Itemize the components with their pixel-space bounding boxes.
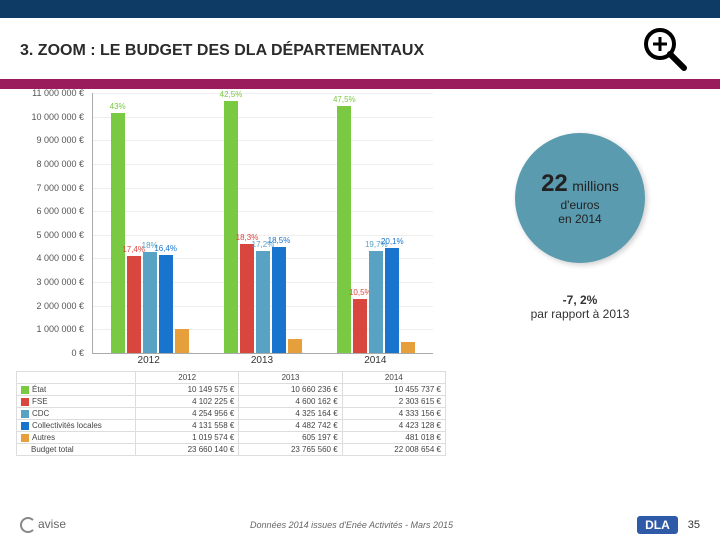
- y-tick-label: 0 €: [71, 348, 84, 358]
- bar: [401, 342, 415, 353]
- top-bar: [0, 0, 720, 18]
- bubble-line2: d'euros: [561, 198, 600, 212]
- bar: [159, 255, 173, 353]
- footer: avise Données 2014 issues d'Enée Activit…: [0, 516, 720, 534]
- grid-line: [93, 93, 433, 94]
- y-tick-label: 8 000 000 €: [36, 159, 84, 169]
- delta-note: -7, 2% par rapport à 2013: [531, 293, 630, 321]
- bar: [240, 244, 254, 353]
- y-tick-label: 5 000 000 €: [36, 230, 84, 240]
- bar: [111, 113, 125, 353]
- bar: [175, 329, 189, 353]
- y-tick-label: 6 000 000 €: [36, 206, 84, 216]
- dla-logo: DLA: [637, 516, 678, 534]
- delta-text: par rapport à 2013: [531, 307, 630, 321]
- bar: [272, 247, 286, 353]
- page-title: 3. ZOOM : LE BUDGET DES DLA DÉPARTEMENTA…: [20, 42, 424, 60]
- bar: [256, 251, 270, 353]
- chart-zone: 0 € 1 000 000 € 2 000 000 € 3 000 000 € 4 00…: [16, 93, 456, 493]
- grid-line: [93, 117, 433, 118]
- source-text: Données 2014 issues d'Enée Activités - M…: [66, 520, 637, 530]
- y-axis-labels: 0 €1 000 000 €2 000 000 €3 000 000 €4 00…: [16, 93, 88, 353]
- bubble-line3: en 2014: [558, 212, 601, 226]
- bar-value-label: 43%: [110, 102, 126, 111]
- y-tick-label: 3 000 000 €: [36, 277, 84, 287]
- highlight-bubble: 22 millions d'euros en 2014: [515, 133, 645, 263]
- bar: [224, 101, 238, 353]
- y-tick-label: 4 000 000 €: [36, 253, 84, 263]
- bar-value-label: 20,1%: [381, 237, 404, 246]
- x-category-label: 2013: [205, 355, 318, 366]
- bar: [385, 248, 399, 353]
- y-tick-label: 9 000 000 €: [36, 135, 84, 145]
- title-row: 3. ZOOM : LE BUDGET DES DLA DÉPARTEMENTA…: [0, 18, 720, 79]
- grid-line: [93, 188, 433, 189]
- y-tick-label: 11 000 000 €: [32, 88, 84, 98]
- data-table-zone: 201220132014État10 149 575 €10 660 236 €…: [16, 371, 446, 456]
- y-tick-label: 7 000 000 €: [36, 183, 84, 193]
- bar-value-label: 10,5%: [349, 288, 372, 297]
- grid-line: [93, 164, 433, 165]
- bar: [337, 106, 351, 353]
- bar: [288, 339, 302, 353]
- content-area: 0 € 1 000 000 € 2 000 000 € 3 000 000 € 4 00…: [0, 89, 720, 493]
- y-tick-label: 10 000 000 €: [31, 112, 84, 122]
- bar-value-label: 16,4%: [154, 244, 177, 253]
- delta-value: -7, 2%: [563, 293, 598, 307]
- grid-line: [93, 211, 433, 212]
- bar-value-label: 47,5%: [333, 95, 356, 104]
- bar: [369, 251, 383, 353]
- bar: [127, 256, 141, 353]
- bubble-unit: millions: [572, 178, 619, 194]
- page-number: 35: [688, 519, 700, 531]
- x-category-label: 2012: [92, 355, 205, 366]
- accent-bar: [0, 79, 720, 89]
- y-tick-label: 2 000 000 €: [36, 301, 84, 311]
- bar: [353, 299, 367, 353]
- avise-logo: avise: [20, 517, 66, 533]
- bar-value-label: 18,5%: [268, 236, 291, 245]
- bar-value-label: 42,5%: [220, 90, 243, 99]
- grid-line: [93, 140, 433, 141]
- side-zone: 22 millions d'euros en 2014 -7, 2% par r…: [456, 93, 704, 493]
- magnifier-plus-icon: [640, 24, 688, 77]
- y-tick-label: 1 000 000 €: [36, 324, 84, 334]
- bubble-value: 22: [541, 170, 568, 197]
- x-category-label: 2014: [319, 355, 432, 366]
- avise-text: avise: [38, 517, 66, 531]
- grid-line: [93, 235, 433, 236]
- data-table: 201220132014État10 149 575 €10 660 236 €…: [16, 371, 446, 456]
- chart-plot: 43%17,4%18%16,4%42,5%18,3%17,2%18,5%47,5…: [92, 93, 433, 354]
- x-axis-categories: 201220132014: [92, 355, 432, 366]
- bar: [143, 252, 157, 353]
